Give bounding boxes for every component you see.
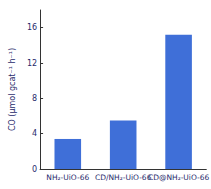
svg-text:16: 16 bbox=[27, 23, 37, 32]
svg-text:CO (μmol gcat⁻¹ h⁻¹): CO (μmol gcat⁻¹ h⁻¹) bbox=[8, 48, 17, 131]
svg-text:12: 12 bbox=[27, 59, 37, 68]
svg-text:4: 4 bbox=[32, 129, 37, 138]
svg-text:CD@NH₂-UiO-66: CD@NH₂-UiO-66 bbox=[148, 173, 210, 182]
svg-text:CD/NH₂-UiO-66: CD/NH₂-UiO-66 bbox=[95, 173, 152, 182]
svg-text:0: 0 bbox=[32, 165, 37, 174]
svg-text:8: 8 bbox=[32, 94, 37, 103]
svg-text:NH₂-UiO-66: NH₂-UiO-66 bbox=[46, 173, 89, 182]
